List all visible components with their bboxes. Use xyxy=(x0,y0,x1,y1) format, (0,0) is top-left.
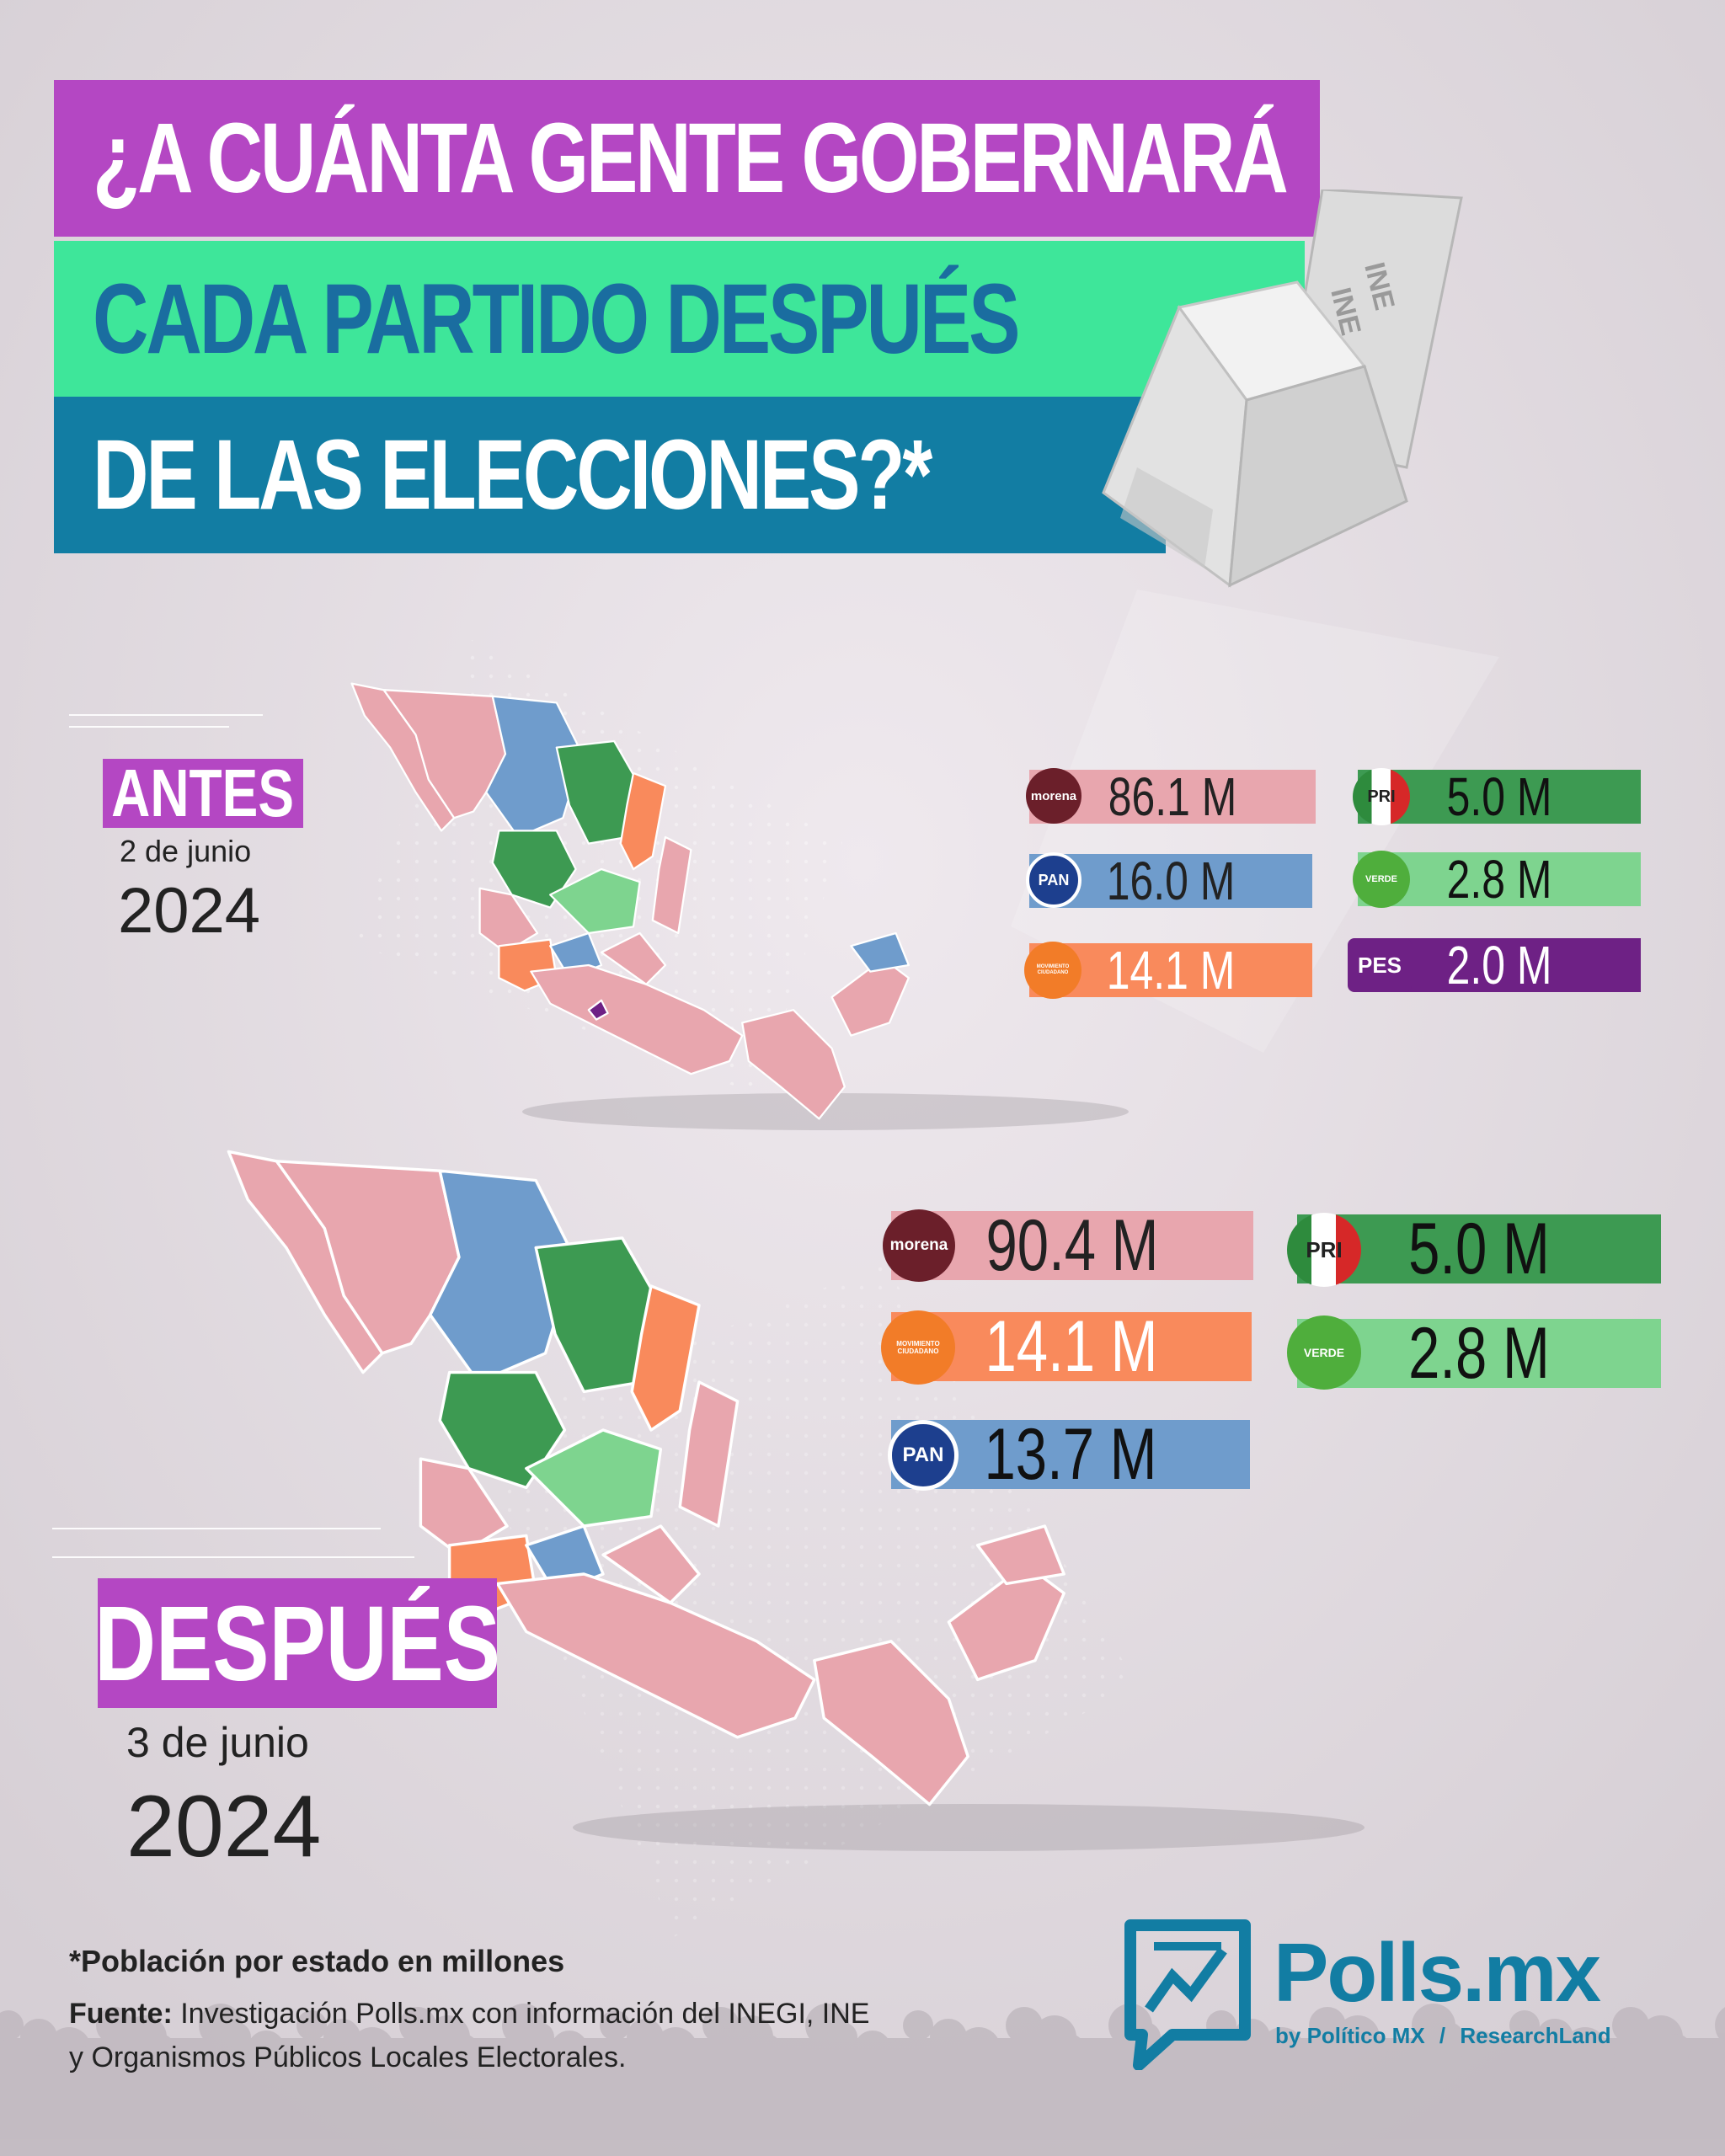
divider xyxy=(52,1556,414,1558)
brand-byline: by Político MX / ResearchLand xyxy=(1275,2023,1611,2049)
mc-logo-icon: MOVIMIENTO CIUDADANO xyxy=(881,1310,955,1385)
brand-by: by Político MX xyxy=(1275,2023,1425,2048)
antes-day: 2 de junio xyxy=(120,834,252,868)
pri-logo-icon: PRI xyxy=(1287,1213,1361,1287)
despues-day: 3 de junio xyxy=(126,1719,309,1766)
bar-despues-mc: 14.1 M xyxy=(891,1306,1252,1387)
mexico-map-despues xyxy=(227,1150,1065,1806)
ballot-box-icon: INE INE xyxy=(1102,189,1463,588)
morena-logo-icon: morena xyxy=(1026,768,1081,824)
mc-logo-icon: MOVIMIENTO CIUDADANO xyxy=(1024,942,1081,999)
verde-logo-icon: VERDE xyxy=(1353,851,1410,908)
brand-partner: ResearchLand xyxy=(1460,2023,1611,2048)
divider xyxy=(69,714,263,716)
antes-label: ANTES xyxy=(103,755,303,830)
despues-year: 2024 xyxy=(126,1778,322,1876)
bar-despues-morena: 90.4 M xyxy=(891,1205,1253,1286)
antes-year: 2024 xyxy=(118,875,261,947)
pri-logo-icon: PRI xyxy=(1353,768,1410,825)
title-line-3: DE LAS ELECCIONES?* xyxy=(54,397,1166,553)
brand-name: Polls.mx xyxy=(1274,1926,1601,2019)
pes-logo-icon: PES xyxy=(1348,938,1412,992)
bar-antes-verde: 2.8 M xyxy=(1358,849,1641,910)
despues-label: DESPUÉS xyxy=(94,1578,500,1708)
divider xyxy=(52,1528,381,1529)
brand-separator: / xyxy=(1439,2023,1446,2048)
pan-logo-icon: PAN xyxy=(1026,852,1081,908)
title-line-2: CADA PARTIDO DESPUÉS xyxy=(54,241,1305,398)
polls-logo-icon xyxy=(1124,1919,1251,2070)
title-line-1: ¿A CUÁNTA GENTE GOBERNARÁ xyxy=(54,80,1320,237)
pan-logo-icon: PAN xyxy=(888,1420,959,1491)
bar-antes-mc: 14.1 M xyxy=(1029,940,1312,1001)
verde-logo-icon: VERDE xyxy=(1287,1315,1361,1390)
source-text: Investigación Polls.mx con información d… xyxy=(180,1998,870,2030)
footnote: *Población por estado en millones xyxy=(69,1944,565,1978)
bar-despues-pri: 5.0 M xyxy=(1297,1209,1661,1289)
source-line-2: y Organismos Públicos Locales Electorale… xyxy=(69,2041,627,2073)
bar-despues-pan: 13.7 M xyxy=(891,1414,1250,1495)
source-line: Fuente: Investigación Polls.mx con infor… xyxy=(69,1998,869,2031)
morena-logo-icon: morena xyxy=(883,1209,955,1282)
mexico-map-antes xyxy=(350,682,910,1120)
divider xyxy=(69,726,229,728)
source-label: Fuente: xyxy=(69,1998,173,2030)
